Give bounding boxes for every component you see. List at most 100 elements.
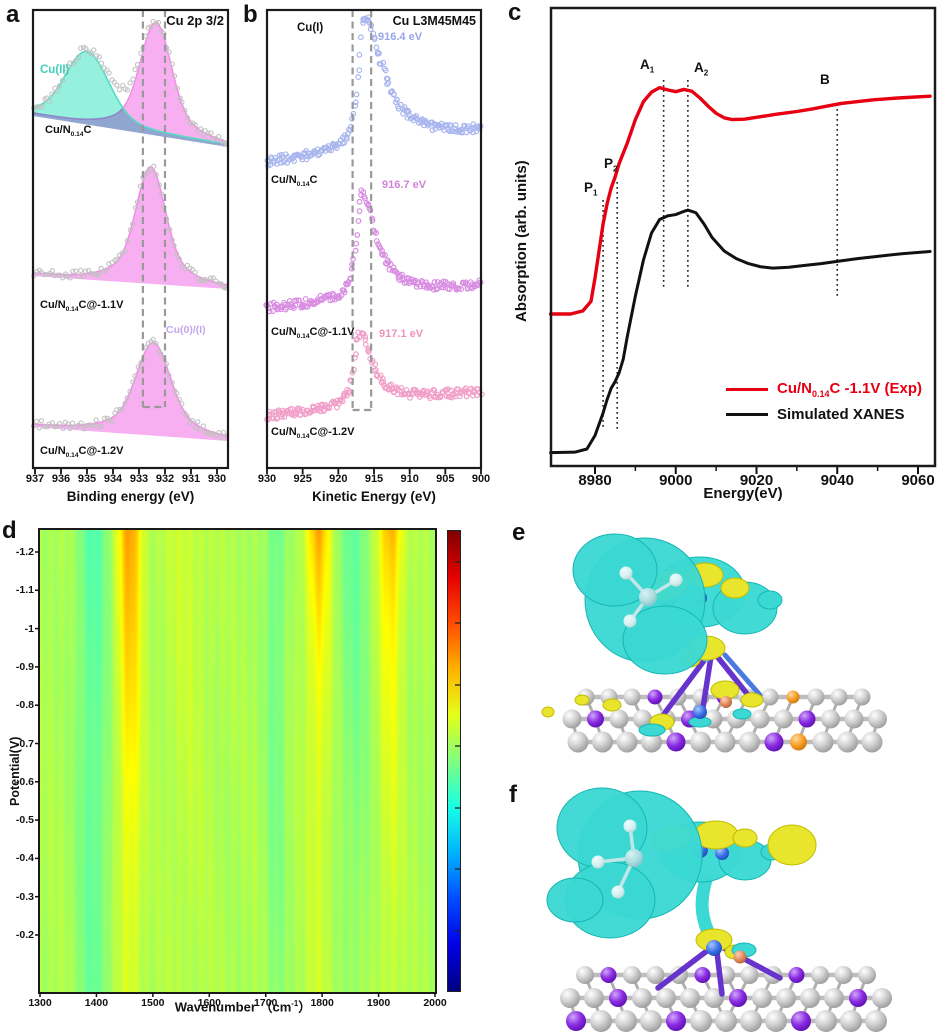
- sers-heatmap: [40, 530, 435, 992]
- ch3-molecule: [591, 819, 643, 899]
- carbon-atom: [774, 709, 793, 729]
- panel-d-y-tick: -0.7: [15, 737, 34, 750]
- nitrogen-atom: [798, 710, 816, 728]
- legend-label: Cu/N0.14C -1.1V (Exp): [777, 380, 923, 399]
- auger-spectrum-2: [264, 329, 485, 423]
- panel-c-x-tick: 9040: [820, 472, 854, 489]
- carbon-atom: [584, 988, 604, 1008]
- panel-b-title: Cu L3M45M45: [392, 14, 476, 28]
- panel-d-x-tick: 1400: [84, 997, 109, 1009]
- sample-label: Cu/N0.14C: [271, 174, 318, 189]
- panel-c-x-tick: 9020: [739, 472, 774, 489]
- heatmap-frame: [38, 528, 437, 994]
- auger-spectrum-1: [263, 187, 484, 315]
- annotation-p1: P1: [584, 180, 598, 198]
- carbon-atom: [640, 1010, 662, 1032]
- cu01-peak-label: Cu(0)/(I): [166, 324, 206, 336]
- panel-a-x-tick: 933: [129, 473, 149, 485]
- panel-b-frame: [265, 8, 483, 470]
- carbon-atom: [853, 688, 871, 706]
- carbon-atom: [623, 688, 641, 706]
- panel-d-y-tick: -0.5: [15, 814, 34, 827]
- panel-c-ylabel: Absorption (arb. units): [513, 160, 530, 322]
- panel-d-x-tick: 1500: [141, 997, 165, 1009]
- carbon-atom: [690, 731, 711, 753]
- panel-b-x-tick: 920: [329, 473, 348, 485]
- panel-d-y-tick: -0.9: [15, 660, 34, 673]
- legend-line-red: [726, 387, 768, 392]
- cu1-species-label: Cu(I): [297, 22, 324, 34]
- panel-b-xlabel: Kinetic Energy (eV): [312, 489, 436, 504]
- panel-b-x-tick: 925: [293, 473, 312, 485]
- panel-a-x-tick: 932: [155, 473, 175, 485]
- legend-entry-exp: Cu/N0.14C -1.1V (Exp): [726, 380, 922, 399]
- dashed-guide-region: [141, 10, 167, 409]
- carbon-atom: [830, 688, 848, 706]
- nitrogen-atom: [666, 732, 686, 752]
- panel-b-x-tick: 905: [436, 473, 455, 485]
- xanes-curve-1: [549, 208, 932, 455]
- sample-label: Cu/N0.14C@-1.2V: [271, 426, 355, 441]
- carbon-atom: [752, 988, 772, 1008]
- peak-energy-annotation: 916.7 eV: [382, 179, 427, 191]
- annotation-a1: A1: [640, 57, 655, 75]
- charge-density-model-f: [546, 787, 892, 1032]
- dashed-guide-region: [351, 10, 373, 412]
- n-doped-carbon-sheet: [560, 966, 892, 1032]
- colorbar: [447, 530, 461, 992]
- dopant-atom: [786, 690, 800, 704]
- carbon-atom: [633, 709, 652, 729]
- nitrogen-atom: [788, 967, 805, 983]
- cu-n-bonds: [655, 647, 763, 725]
- nitrogen-atom: [566, 1011, 586, 1031]
- annotation-p2: P2: [604, 156, 618, 174]
- sample-label: Cu/N0.14C: [45, 124, 92, 139]
- cu2-peak-label: Cu(II): [40, 64, 70, 76]
- panel-d-y-tick: -1.1: [15, 584, 34, 597]
- peak-energy-annotation: 917.1 eV: [379, 328, 424, 340]
- carbon-atom: [616, 731, 638, 753]
- carbon-atom: [567, 731, 589, 753]
- nitrogen-atom: [849, 989, 867, 1007]
- panel-a-x-tick: 935: [77, 473, 97, 485]
- nitrogen-atom: [764, 732, 784, 752]
- carbon-atom: [704, 988, 724, 1008]
- nitrogen-atom: [791, 1011, 811, 1031]
- sample-label: Cu/N0.14C@-1.2V: [40, 445, 124, 460]
- sample-label: Cu/N0.14C@-1.1V: [271, 326, 355, 341]
- panel-b-label: b: [243, 1, 258, 28]
- sample-label: Cu/N0.14C@-1.1V: [40, 299, 124, 314]
- xps-spectrum-1: [31, 163, 230, 291]
- panel-d-x-tick: 1900: [366, 997, 391, 1009]
- nitrogen-atom: [666, 1011, 686, 1031]
- carbon-atom: [872, 988, 892, 1008]
- panel-a-x-tick: 931: [181, 473, 201, 485]
- auger-spectrum-0: [264, 14, 484, 169]
- panel-a-x-tick: 934: [103, 473, 123, 485]
- carbon-atom: [740, 1010, 762, 1032]
- carbon-atom: [776, 988, 796, 1008]
- panel-d-y-tick: -1: [24, 622, 34, 635]
- lower-isosurface-cluster: [695, 928, 757, 964]
- carbon-atom: [592, 731, 613, 753]
- carbon-atom: [765, 1010, 787, 1032]
- carbon-atom: [632, 988, 652, 1008]
- carbon-atom: [824, 988, 844, 1008]
- panel-e-label: e: [512, 519, 526, 546]
- panel-c-xlabel: Energy(eV): [703, 485, 783, 502]
- panel-a-x-tick: 936: [51, 473, 71, 485]
- carbon-atom: [714, 731, 736, 753]
- annotation-a2: A2: [694, 60, 709, 78]
- carbon-atom: [865, 1010, 887, 1032]
- panel-b-x-tick: 900: [471, 473, 491, 485]
- heatmap-axes: [35, 528, 460, 997]
- panel-a-x-tick: 937: [25, 473, 45, 485]
- panel-a-label: a: [6, 1, 20, 28]
- carbon-atom: [815, 1010, 837, 1032]
- panel-c-frame: [549, 6, 937, 468]
- panel-d-xlabel: Wavenumber （cm-1）: [174, 999, 312, 1015]
- carbon-atom: [837, 731, 858, 753]
- nitrogen-atom: [694, 967, 711, 983]
